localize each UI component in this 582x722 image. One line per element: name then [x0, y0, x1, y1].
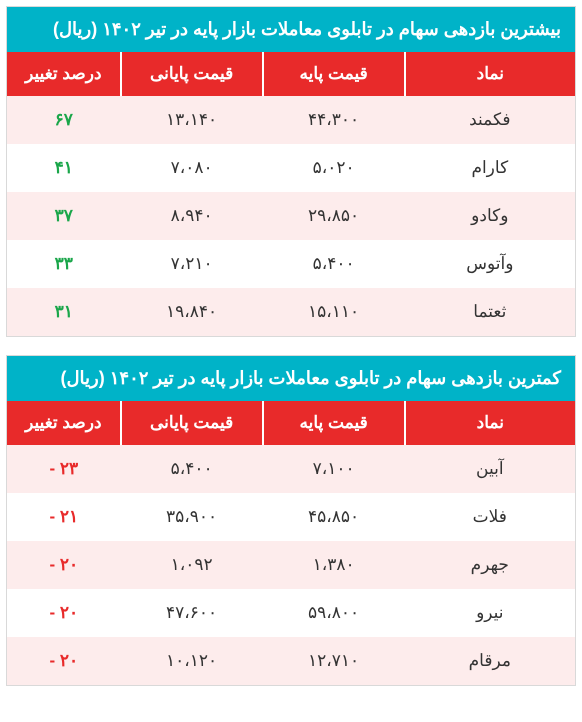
cell-base: ۴۴،۳۰۰	[263, 96, 405, 144]
cell-symbol: آبین	[405, 445, 575, 493]
cell-symbol: جهرم	[405, 541, 575, 589]
col-change: درصد تغییر	[7, 401, 121, 445]
cell-change: ۳۱	[7, 288, 121, 336]
cell-change: ۲۰ -	[7, 541, 121, 589]
cell-base: ۲۹،۸۵۰	[263, 192, 405, 240]
table-row: فکمند ۴۴،۳۰۰ ۱۳،۱۴۰ ۶۷	[7, 96, 575, 144]
cell-final: ۷،۲۱۰	[121, 240, 263, 288]
cell-base: ۵۹،۸۰۰	[263, 589, 405, 637]
cell-symbol: کارام	[405, 144, 575, 192]
cell-symbol: مرقام	[405, 637, 575, 685]
cell-symbol: وکادو	[405, 192, 575, 240]
table-row: مرقام ۱۲،۷۱۰ ۱۰،۱۲۰ ۲۰ -	[7, 637, 575, 685]
cell-change: ۴۱	[7, 144, 121, 192]
table-row: فلات ۴۵،۸۵۰ ۳۵،۹۰۰ ۲۱ -	[7, 493, 575, 541]
col-final: قیمت پایانی	[121, 401, 263, 445]
col-final: قیمت پایانی	[121, 52, 263, 96]
cell-final: ۵،۴۰۰	[121, 445, 263, 493]
data-table: نماد قیمت پایه قیمت پایانی درصد تغییر فک…	[7, 52, 575, 336]
table-row: وکادو ۲۹،۸۵۰ ۸،۹۴۰ ۳۷	[7, 192, 575, 240]
top-losers-table: کمترین بازدهی سهام در تابلوی معاملات باز…	[6, 355, 576, 686]
cell-base: ۵،۴۰۰	[263, 240, 405, 288]
col-symbol: نماد	[405, 52, 575, 96]
cell-final: ۸،۹۴۰	[121, 192, 263, 240]
cell-base: ۱۲،۷۱۰	[263, 637, 405, 685]
table-row: جهرم ۱،۳۸۰ ۱،۰۹۲ ۲۰ -	[7, 541, 575, 589]
cell-symbol: ثعتما	[405, 288, 575, 336]
col-base: قیمت پایه	[263, 401, 405, 445]
cell-symbol: فلات	[405, 493, 575, 541]
table-row: کارام ۵،۰۲۰ ۷،۰۸۰ ۴۱	[7, 144, 575, 192]
cell-change: ۳۳	[7, 240, 121, 288]
cell-symbol: وآتوس	[405, 240, 575, 288]
cell-change: ۲۰ -	[7, 589, 121, 637]
cell-change: ۲۳ -	[7, 445, 121, 493]
table-row: وآتوس ۵،۴۰۰ ۷،۲۱۰ ۳۳	[7, 240, 575, 288]
cell-base: ۴۵،۸۵۰	[263, 493, 405, 541]
col-base: قیمت پایه	[263, 52, 405, 96]
cell-base: ۵،۰۲۰	[263, 144, 405, 192]
cell-change: ۲۰ -	[7, 637, 121, 685]
cell-final: ۱۳،۱۴۰	[121, 96, 263, 144]
table-row: آبین ۷،۱۰۰ ۵،۴۰۰ ۲۳ -	[7, 445, 575, 493]
cell-final: ۴۷،۶۰۰	[121, 589, 263, 637]
cell-final: ۷،۰۸۰	[121, 144, 263, 192]
cell-base: ۷،۱۰۰	[263, 445, 405, 493]
table-title: بیشترین بازدهی سهام در تابلوی معاملات با…	[7, 7, 575, 52]
cell-change: ۶۷	[7, 96, 121, 144]
header-row: نماد قیمت پایه قیمت پایانی درصد تغییر	[7, 52, 575, 96]
cell-base: ۱۵،۱۱۰	[263, 288, 405, 336]
cell-base: ۱،۳۸۰	[263, 541, 405, 589]
top-gainers-table: بیشترین بازدهی سهام در تابلوی معاملات با…	[6, 6, 576, 337]
cell-final: ۱۰،۱۲۰	[121, 637, 263, 685]
cell-final: ۱،۰۹۲	[121, 541, 263, 589]
cell-change: ۲۱ -	[7, 493, 121, 541]
cell-symbol: فکمند	[405, 96, 575, 144]
table-title: کمترین بازدهی سهام در تابلوی معاملات باز…	[7, 356, 575, 401]
col-symbol: نماد	[405, 401, 575, 445]
table-row: نیرو ۵۹،۸۰۰ ۴۷،۶۰۰ ۲۰ -	[7, 589, 575, 637]
header-row: نماد قیمت پایه قیمت پایانی درصد تغییر	[7, 401, 575, 445]
cell-symbol: نیرو	[405, 589, 575, 637]
cell-final: ۱۹،۸۴۰	[121, 288, 263, 336]
table-row: ثعتما ۱۵،۱۱۰ ۱۹،۸۴۰ ۳۱	[7, 288, 575, 336]
cell-change: ۳۷	[7, 192, 121, 240]
cell-final: ۳۵،۹۰۰	[121, 493, 263, 541]
data-table: نماد قیمت پایه قیمت پایانی درصد تغییر آب…	[7, 401, 575, 685]
col-change: درصد تغییر	[7, 52, 121, 96]
